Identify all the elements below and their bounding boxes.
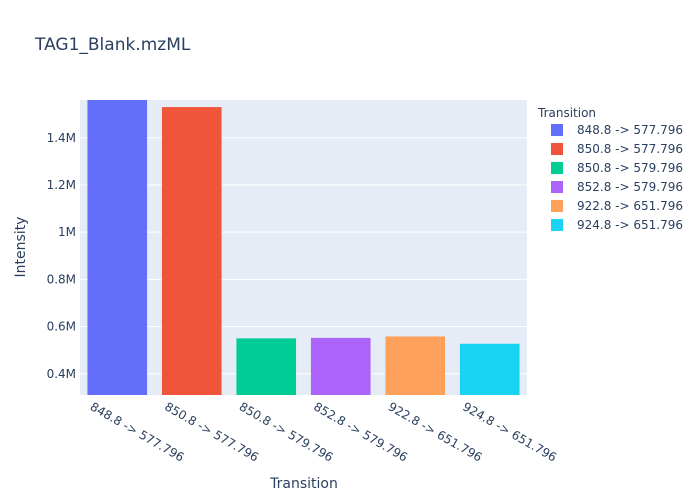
y-axis-label: Intensity <box>13 217 29 278</box>
bars <box>87 100 520 395</box>
bar <box>87 100 148 395</box>
x-axis-label: Transition <box>269 476 338 492</box>
legend-swatch <box>551 219 563 231</box>
legend-swatch <box>551 143 563 155</box>
legend-item[interactable]: 922.8 -> 651.796 <box>577 199 683 213</box>
y-tick-label: 1M <box>58 225 76 239</box>
y-tick-label: 1.2M <box>47 178 76 192</box>
y-tick-label: 0.8M <box>47 272 76 286</box>
y-tick-label: 0.6M <box>47 320 76 334</box>
plot-background <box>80 100 527 395</box>
legend-title: Transition <box>537 106 596 120</box>
legend: 848.8 -> 577.796 850.8 -> 577.796 850.8 ->… <box>551 123 683 232</box>
y-tick-label: 1.4M <box>47 131 76 145</box>
legend-swatch <box>551 181 563 193</box>
legend-item[interactable]: 850.8 -> 579.796 <box>577 161 683 175</box>
bar <box>459 343 520 395</box>
legend-item[interactable]: 852.8 -> 579.796 <box>577 180 683 194</box>
y-axis-ticks: 0.4M 0.6M 0.8M 1M 1.2M 1.4M <box>47 131 76 381</box>
legend-item[interactable]: 848.8 -> 577.796 <box>577 123 683 137</box>
legend-swatch <box>551 162 563 174</box>
legend-swatch <box>551 124 563 136</box>
legend-swatch <box>551 200 563 212</box>
y-tick-label: 0.4M <box>47 367 76 381</box>
bar <box>236 338 297 395</box>
bar <box>161 107 222 395</box>
chart-title: TAG1_Blank.mzML <box>34 35 191 55</box>
bar <box>385 336 446 395</box>
bar <box>310 337 371 395</box>
legend-item[interactable]: 924.8 -> 651.796 <box>577 218 683 232</box>
gridlines <box>80 137 527 375</box>
legend-item[interactable]: 850.8 -> 577.796 <box>577 142 683 156</box>
